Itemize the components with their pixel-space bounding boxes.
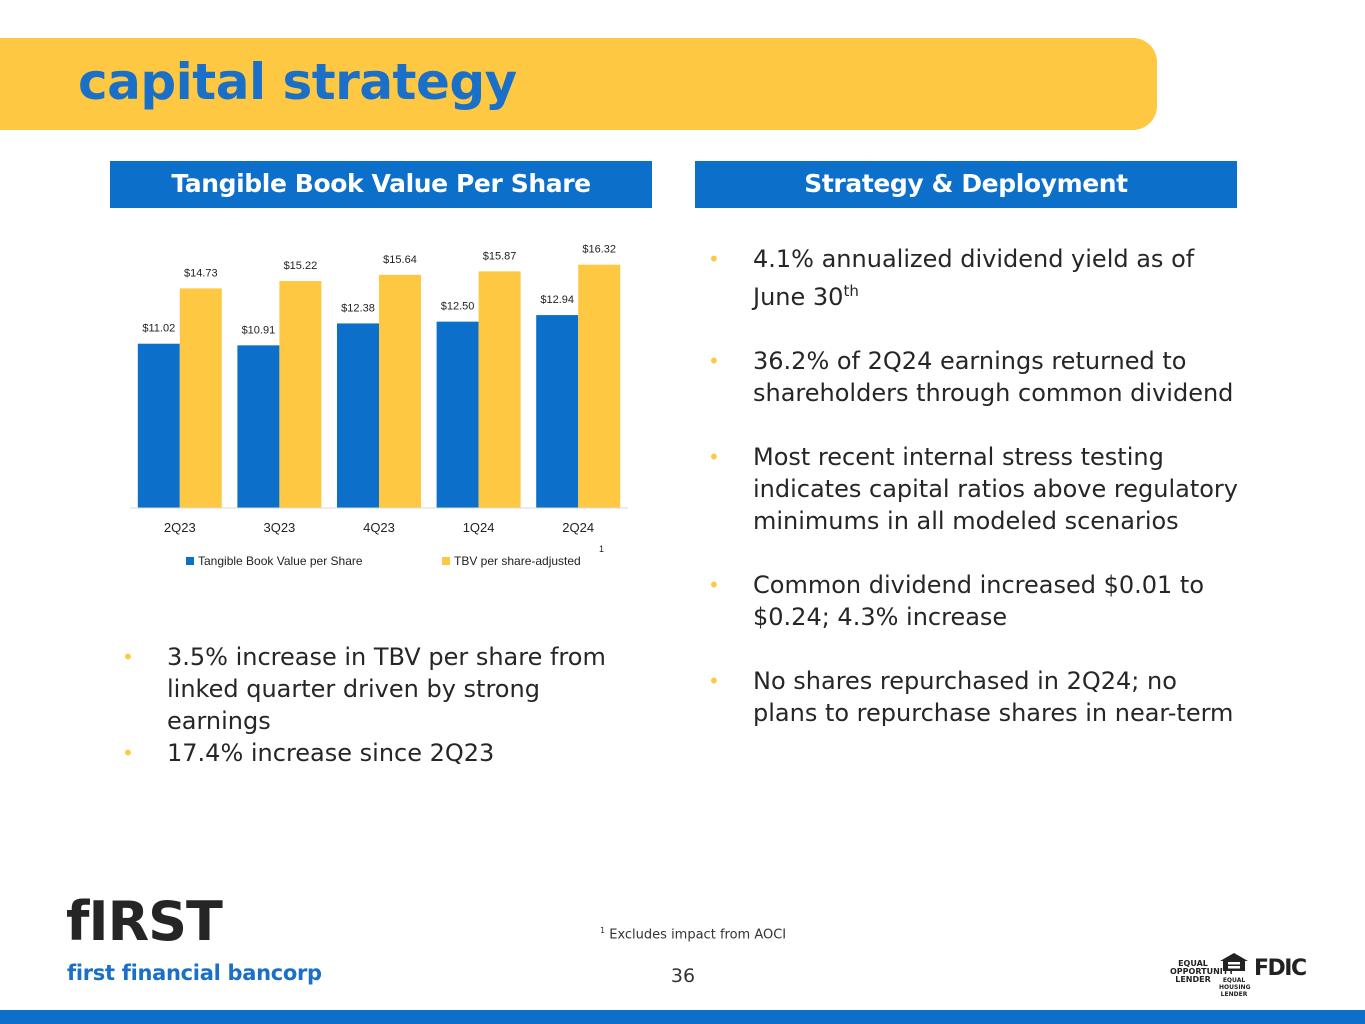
bullet-dot-icon: •	[708, 669, 720, 693]
footnote-text: Excludes impact from AOCI	[609, 927, 787, 943]
data-label: $16.32	[582, 244, 616, 256]
equal-opportunity-lender-badge: EQUAL OPPORTUNITY LENDER	[1170, 959, 1235, 984]
fdic-badge: FDIC	[1254, 956, 1307, 981]
bullet-item: • Most recent internal stress testing ind…	[708, 441, 1248, 537]
data-label: $11.02	[142, 323, 175, 335]
title-band	[0, 38, 1157, 130]
bullet-item: • 3.5% increase in TBV per share from lin…	[122, 641, 642, 737]
equal-housing-lender-text: EQUAL HOUSING LENDER	[1219, 977, 1251, 998]
bullet-text: 36.2% of 2Q24 earnings returned to share…	[753, 347, 1234, 407]
bullet-text: Most recent internal stress testing indi…	[753, 443, 1238, 535]
first-logo-mark: fIRST	[66, 890, 223, 953]
footnote: 1 Excludes impact from AOCI	[600, 926, 786, 942]
data-label: $15.64	[383, 254, 417, 266]
data-label: $12.50	[441, 301, 475, 313]
bar-1Q24-series-0	[436, 321, 479, 508]
bar-3Q23-series-0	[237, 345, 280, 508]
bullet-text: 4.1% annualized dividend yield as of Jun…	[753, 245, 1195, 311]
x-tick-label: 4Q23	[363, 520, 395, 535]
bullet-text: No shares repurchased in 2Q24; no plans …	[753, 667, 1234, 727]
tbv-bullet-list: • 3.5% increase in TBV per share from lin…	[122, 641, 642, 769]
footer-bar	[0, 1010, 1365, 1024]
bullet-dot-icon: •	[122, 645, 134, 669]
bullet-dot-icon: •	[708, 247, 720, 271]
tbv-bar-chart: $11.02 $14.73 2Q23 $10.91 $15.22 3Q23 $12.38 $1…	[130, 244, 628, 568]
bar-2Q24-series-1	[578, 264, 621, 508]
strategy-bullet-list: • 4.1% annualized dividend yield as of Ju…	[708, 243, 1248, 761]
x-tick-label: 3Q23	[263, 520, 295, 535]
legend-label: Tangible Book Value per Share	[198, 554, 363, 568]
x-tick-label: 2Q24	[562, 520, 594, 535]
bar-2Q24-series-0	[536, 315, 579, 508]
data-label: $12.94	[540, 294, 574, 306]
bar-4Q23-series-0	[337, 323, 379, 508]
bar-1Q24-series-1	[478, 271, 521, 508]
x-tick-label: 1Q24	[463, 520, 495, 535]
data-label: $10.91	[242, 324, 276, 336]
bullet-item: • 17.4% increase since 2Q23	[122, 737, 642, 769]
bar-2Q23-series-1	[179, 288, 222, 508]
bar-2Q23-series-0	[137, 343, 180, 508]
equal-housing-icon	[1220, 953, 1248, 971]
bar-4Q23-series-1	[379, 274, 421, 508]
bullet-dot-icon: •	[708, 445, 720, 469]
data-label: $15.22	[284, 260, 318, 272]
bullet-text: 3.5% increase in TBV per share from link…	[167, 643, 606, 735]
footnote-marker: 1	[600, 926, 606, 935]
legend-label: TBV per share-adjusted	[454, 554, 581, 568]
page-title: capital strategy	[78, 53, 517, 111]
bullet-item: • 36.2% of 2Q24 earnings returned to shar…	[708, 345, 1248, 409]
legend-superscript: 1	[599, 544, 604, 554]
first-financial-bancorp-logo-text: first financial bancorp	[67, 961, 322, 985]
section-header-strategy: Strategy & Deployment	[695, 161, 1237, 208]
x-tick-label: 2Q23	[164, 520, 196, 535]
equal-housing-lender-badge: EQUAL HOUSING LENDER	[1219, 952, 1251, 998]
bullet-dot-icon: •	[122, 741, 134, 765]
data-label: $15.87	[483, 250, 517, 262]
bullet-item: • No shares repurchased in 2Q24; no plans…	[708, 665, 1248, 729]
page-number: 36	[670, 965, 696, 987]
bullet-text: 17.4% increase since 2Q23	[167, 739, 495, 767]
legend-swatch	[186, 557, 194, 565]
data-label: $14.73	[184, 267, 218, 279]
bullet-text: Common dividend increased $0.01 to $0.24…	[753, 571, 1205, 631]
bullet-item: • 4.1% annualized dividend yield as of Ju…	[708, 243, 1248, 313]
bullet-item: • Common dividend increased $0.01 to $0.2…	[708, 569, 1248, 633]
section-header-tbv: Tangible Book Value Per Share	[110, 161, 652, 208]
data-label: $12.38	[341, 302, 375, 314]
bullet-superscript: th	[843, 282, 859, 300]
legend-swatch	[442, 557, 450, 565]
bullet-dot-icon: •	[708, 349, 720, 373]
bullet-dot-icon: •	[708, 573, 720, 597]
bar-3Q23-series-1	[279, 281, 322, 508]
